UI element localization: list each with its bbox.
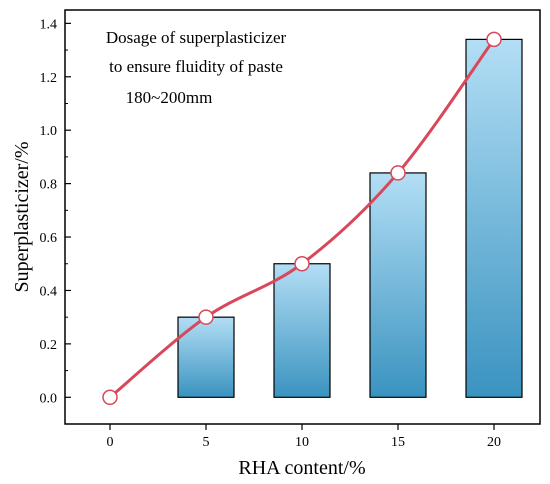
y-tick-label: 0.2 — [40, 338, 58, 353]
x-tick-label: 0 — [107, 435, 114, 450]
point-0 — [102, 389, 118, 406]
x-axis: 0 5 10 15 20 — [107, 424, 501, 450]
x-tick-label: 5 — [203, 435, 210, 450]
annotation-block: Dosage of superplasticizer to ensure flu… — [106, 28, 287, 107]
bar-15 — [369, 172, 427, 398]
y-tick-label: 0.4 — [40, 284, 58, 299]
annotation-line-1: Dosage of superplasticizer — [106, 28, 287, 47]
x-tick-label: 20 — [487, 435, 501, 450]
line-group — [102, 31, 502, 406]
y-axis: 0.0 0.2 0.4 0.6 0.8 1.0 1.2 1.4 — [40, 17, 71, 406]
y-tick-label: 0.0 — [40, 391, 58, 406]
y-tick-label: 1.0 — [40, 124, 58, 139]
point-20 — [486, 31, 502, 48]
point-10 — [294, 255, 310, 272]
bar-10 — [273, 263, 331, 398]
bars-group — [177, 38, 523, 398]
y-tick-label: 0.8 — [40, 178, 58, 193]
point-15 — [390, 165, 406, 181]
x-tick-label: 15 — [391, 435, 405, 450]
annotation-line-2: to ensure fluidity of paste — [109, 57, 283, 76]
bar-5 — [177, 316, 235, 398]
y-tick-label: 1.4 — [40, 17, 58, 32]
bar-20 — [465, 38, 523, 398]
annotation-line-3: 180~200mm — [126, 88, 213, 107]
x-axis-title: RHA content/% — [238, 457, 365, 479]
y-axis-title: Superplasticizer/% — [11, 141, 33, 292]
point-5 — [198, 309, 214, 325]
y-tick-label: 0.6 — [40, 231, 58, 246]
y-tick-label: 1.2 — [40, 71, 58, 86]
x-tick-label: 10 — [295, 435, 309, 450]
